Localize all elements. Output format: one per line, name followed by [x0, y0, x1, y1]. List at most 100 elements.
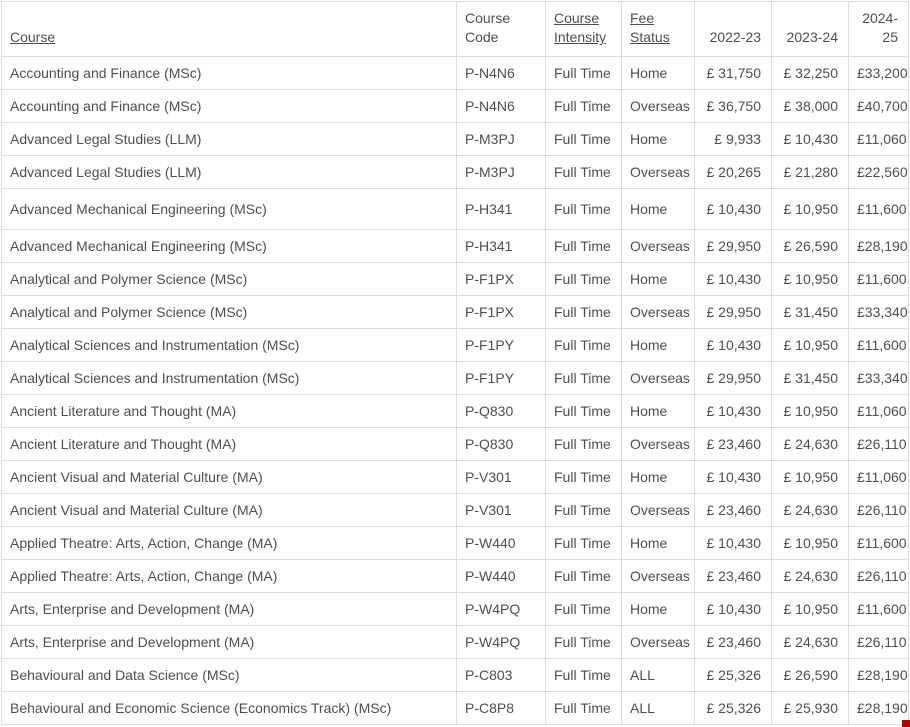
table-row: Analytical and Polymer Science (MSc) P-F1… — [1, 262, 909, 296]
cell-fee-2023-24: £ 26,590 — [771, 658, 849, 692]
cell-fee-2023-24: £ 25,930 — [771, 691, 849, 725]
cell-fee-2024-25: £26,110 — [848, 427, 909, 461]
cell-course: Analytical Sciences and Instrumentation … — [1, 328, 457, 362]
cell-fee-2022-23: £ 9,933 — [694, 122, 772, 156]
cell-intensity: Full Time — [545, 394, 622, 428]
cell-course: Ancient Literature and Thought (MA) — [1, 427, 457, 461]
cell-fee-2022-23: £ 20,265 — [694, 155, 772, 189]
cell-intensity: Full Time — [545, 262, 622, 296]
cell-fee-status: Overseas — [621, 559, 695, 593]
cell-course-code: P-F1PY — [456, 361, 546, 395]
table-header-row: Course Course Code Course Intensity Fee Sta… — [1, 1, 909, 57]
cell-intensity: Full Time — [545, 122, 622, 156]
cell-fee-status: Overseas — [621, 89, 695, 123]
cell-course-code: P-F1PX — [456, 295, 546, 329]
cell-course: Advanced Legal Studies (LLM) — [1, 122, 457, 156]
column-header-course-intensity[interactable]: Course Intensity — [545, 1, 622, 57]
cell-fee-2024-25: £28,190 — [848, 658, 909, 692]
cell-fee-2024-25: £33,340 — [848, 295, 909, 329]
cell-fee-2023-24: £ 10,950 — [771, 262, 849, 296]
cell-fee-2023-24: £ 10,430 — [771, 122, 849, 156]
cell-fee-2024-25: £26,110 — [848, 559, 909, 593]
cell-fee-2023-24: £ 24,630 — [771, 493, 849, 527]
column-header-course[interactable]: Course — [1, 1, 457, 57]
table-row: Ancient Literature and Thought (MA) P-Q83… — [1, 394, 909, 428]
cell-fee-2022-23: £ 36,750 — [694, 89, 772, 123]
cell-fee-2024-25: £40,700 — [848, 89, 909, 123]
cell-fee-2022-23: £ 10,430 — [694, 262, 772, 296]
header-label: Course Code — [465, 10, 511, 46]
cell-intensity: Full Time — [545, 89, 622, 123]
cell-fee-2024-25: £11,060 — [848, 122, 909, 156]
cell-fee-status: Home — [621, 394, 695, 428]
cell-fee-status: Overseas — [621, 295, 695, 329]
cell-fee-2022-23: £ 23,460 — [694, 559, 772, 593]
cell-course: Analytical Sciences and Instrumentation … — [1, 361, 457, 395]
column-header-fee-status[interactable]: Fee Status — [621, 1, 695, 57]
cell-course-code: P-C8P8 — [456, 691, 546, 725]
cell-fee-2023-24: £ 10,950 — [771, 592, 849, 626]
cell-fee-status: Home — [621, 460, 695, 494]
cell-fee-status: ALL — [621, 691, 695, 725]
cell-fee-2024-25: £11,060 — [848, 460, 909, 494]
cell-intensity: Full Time — [545, 493, 622, 527]
table-row: Advanced Mechanical Engineering (MSc) P-H… — [1, 229, 909, 263]
table-row: Analytical Sciences and Instrumentation … — [1, 361, 909, 395]
cell-intensity: Full Time — [545, 559, 622, 593]
cell-course-code: P-W4PQ — [456, 625, 546, 659]
cell-fee-status: Overseas — [621, 361, 695, 395]
cell-intensity: Full Time — [545, 592, 622, 626]
table-row: Ancient Visual and Material Culture (MA)… — [1, 460, 909, 494]
cell-fee-2024-25: £33,340 — [848, 361, 909, 395]
table-row: Analytical Sciences and Instrumentation … — [1, 328, 909, 362]
column-header-2022-23: 2022-23 — [694, 1, 772, 57]
cell-intensity: Full Time — [545, 427, 622, 461]
table-row: Applied Theatre: Arts, Action, Change (M… — [1, 526, 909, 560]
cell-fee-status: ALL — [621, 658, 695, 692]
cell-fee-status: Overseas — [621, 155, 695, 189]
cell-fee-2023-24: £ 24,630 — [771, 427, 849, 461]
table-row: Accounting and Finance (MSc) P-N4N6 Full T… — [1, 89, 909, 123]
cell-course-code: P-H341 — [456, 229, 546, 263]
cell-course: Ancient Visual and Material Culture (MA) — [1, 493, 457, 527]
cell-course-code: P-W440 — [456, 526, 546, 560]
cell-course: Advanced Legal Studies (LLM) — [1, 155, 457, 189]
cell-intensity: Full Time — [545, 229, 622, 263]
cell-course: Analytical and Polymer Science (MSc) — [1, 295, 457, 329]
cell-fee-status: Overseas — [621, 427, 695, 461]
cell-fee-2024-25: £28,190 — [848, 229, 909, 263]
column-header-course-code: Course Code — [456, 1, 546, 57]
cell-fee-2023-24: £ 31,450 — [771, 295, 849, 329]
cell-course-code: P-C803 — [456, 658, 546, 692]
table-row: Advanced Mechanical Engineering (MSc) P-H… — [1, 188, 909, 230]
table-row: Advanced Legal Studies (LLM) P-M3PJ Full T… — [1, 122, 909, 156]
cell-fee-2022-23: £ 29,950 — [694, 295, 772, 329]
cell-fee-2022-23: £ 23,460 — [694, 493, 772, 527]
cell-intensity: Full Time — [545, 155, 622, 189]
cell-fee-2023-24: £ 31,450 — [771, 361, 849, 395]
cell-fee-2022-23: £ 23,460 — [694, 427, 772, 461]
cell-fee-2023-24: £ 10,950 — [771, 394, 849, 428]
table-row: Behavioural and Data Science (MSc) P-C803… — [1, 658, 909, 692]
cell-intensity: Full Time — [545, 460, 622, 494]
cell-course-code: P-F1PY — [456, 328, 546, 362]
cell-fee-status: Home — [621, 122, 695, 156]
cell-fee-2023-24: £ 38,000 — [771, 89, 849, 123]
cell-course-code: P-W440 — [456, 559, 546, 593]
header-label: 2022-23 — [709, 29, 761, 46]
column-header-2023-24: 2023-24 — [771, 1, 849, 57]
cell-course: Behavioural and Data Science (MSc) — [1, 658, 457, 692]
cell-fee-2023-24: £ 24,630 — [771, 625, 849, 659]
sortable-header-link[interactable]: Course Intensity — [554, 10, 607, 46]
cell-course-code: P-M3PJ — [456, 155, 546, 189]
sortable-header-link[interactable]: Course — [10, 29, 56, 46]
cell-fee-status: Overseas — [621, 625, 695, 659]
cell-course-code: P-W4PQ — [456, 592, 546, 626]
header-label: 2023-24 — [786, 29, 838, 46]
cell-course-code: P-Q830 — [456, 427, 546, 461]
cell-fee-2023-24: £ 26,590 — [771, 229, 849, 263]
sortable-header-link[interactable]: Fee Status — [630, 10, 670, 46]
cell-course: Ancient Visual and Material Culture (MA) — [1, 460, 457, 494]
cell-intensity: Full Time — [545, 361, 622, 395]
